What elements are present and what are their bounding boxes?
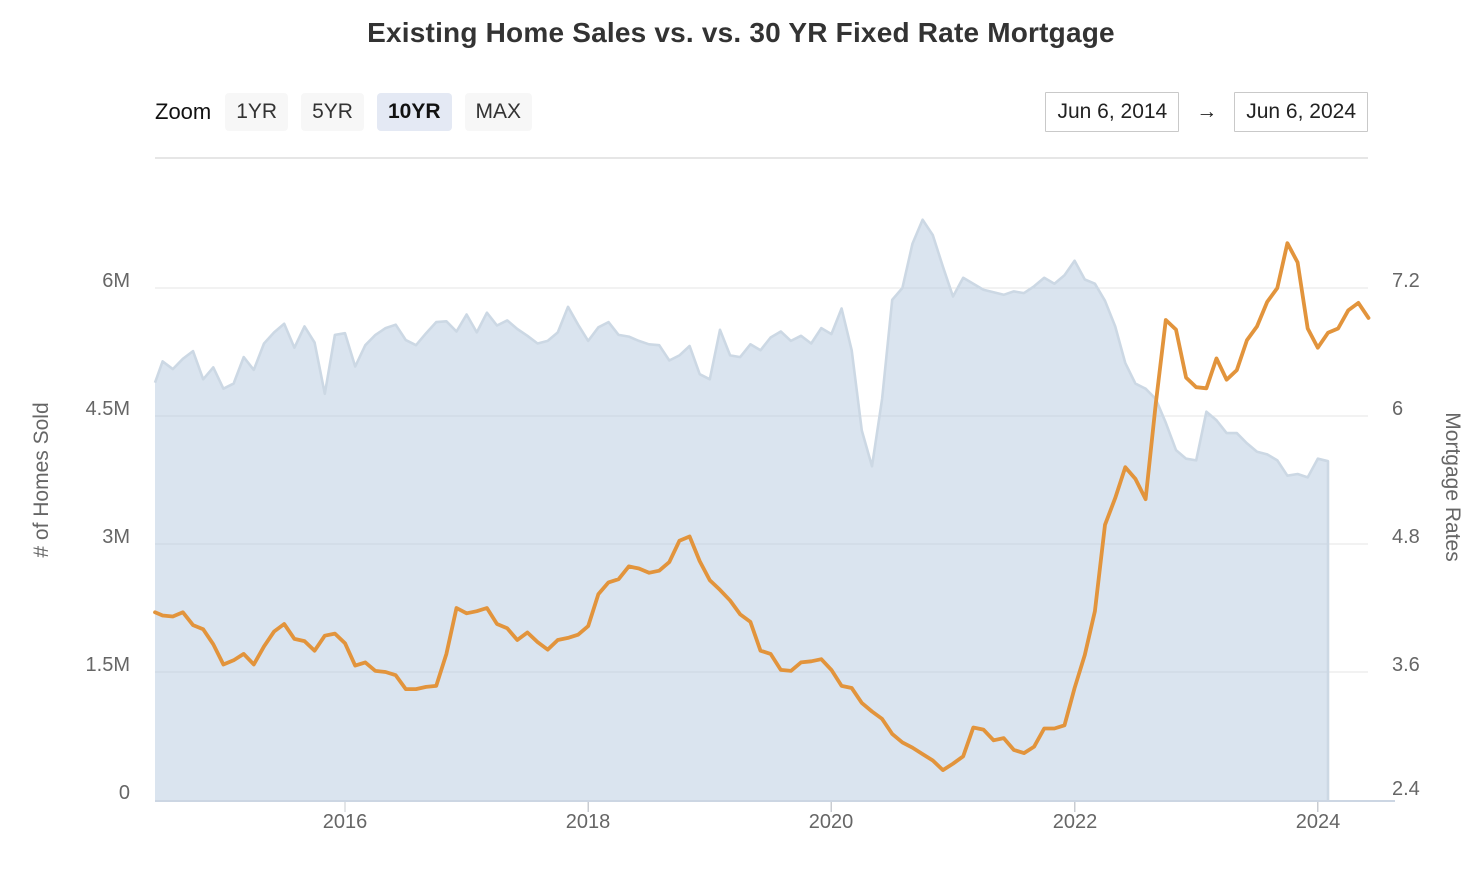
y-axis-label-left: 0: [118, 782, 130, 804]
x-axis-label: 2024: [1295, 811, 1341, 833]
mortgage-rate-line: [153, 241, 1371, 772]
y-axis-label-right: 7.2: [1392, 270, 1420, 292]
left-axis-title: # of Homes Sold: [30, 402, 53, 558]
right-axis-title: Mortgage Rates: [1441, 412, 1464, 562]
y-axis-label-left: 4.5M: [85, 398, 130, 420]
y-axis-label-right: 3.6: [1392, 654, 1420, 676]
date-from-input[interactable]: Jun 6, 2014: [1045, 92, 1180, 132]
y-axis-label-left: 1.5M: [85, 654, 130, 676]
y-axis-label-left: 3M: [102, 526, 130, 548]
zoom-controls: Zoom 1YR 5YR 10YR MAX: [155, 92, 533, 132]
range-button-max[interactable]: MAX: [464, 92, 533, 132]
y-axis-label-right: 6: [1392, 398, 1404, 420]
zoom-label: Zoom: [155, 98, 212, 124]
x-axis-label: 2016: [322, 811, 368, 833]
date-range-controls: Jun 6, 2014 → Jun 6, 2024: [1045, 92, 1368, 132]
y-axis-label-right: 4.8: [1392, 526, 1420, 548]
x-axis-tick-marks: [344, 802, 1319, 812]
homes-sold-area-edge: [153, 218, 1330, 800]
x-axis-label: 2022: [1052, 811, 1098, 833]
range-button-10yr[interactable]: 10YR: [376, 92, 452, 132]
chart-title: Existing Home Sales vs. vs. 30 YR Fixed …: [367, 17, 1115, 48]
date-to-input[interactable]: Jun 6, 2024: [1234, 92, 1368, 132]
x-axis-label: 2020: [808, 811, 854, 833]
arrow-right-icon: →: [1196, 100, 1218, 123]
y-axis-label-left: 6M: [102, 270, 130, 292]
header-divider: [155, 157, 1368, 159]
range-button-1yr[interactable]: 1YR: [225, 92, 289, 132]
range-button-5yr[interactable]: 5YR: [301, 92, 364, 132]
x-axis-label: 2018: [565, 811, 611, 833]
y-axis-label-right: 2.4: [1392, 778, 1420, 800]
toolbar: Zoom 1YR 5YR 10YR MAX Jun 6, 2014 → Jun …: [155, 91, 1368, 133]
homes-sold-area: [155, 219, 1328, 800]
gridlines: [155, 287, 1368, 673]
